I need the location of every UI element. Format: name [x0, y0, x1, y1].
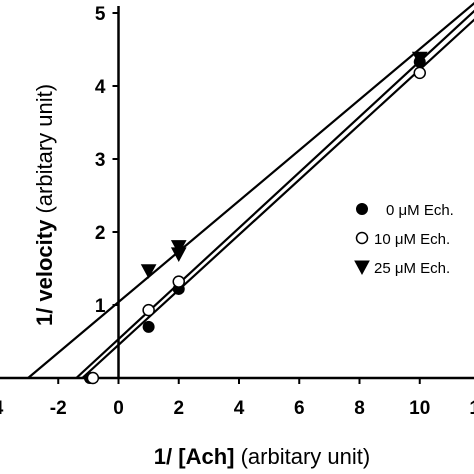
legend-label-series-2: 10 μM Ech.: [374, 231, 450, 248]
legend-marker-series-2: [355, 231, 369, 245]
legend-marker-series-1: [356, 203, 368, 215]
fit-line-series-2: [81, 18, 474, 379]
data-point-series-2: [413, 66, 426, 80]
data-point-series-2: [172, 275, 185, 288]
legend-marker-series-3: [354, 260, 370, 276]
x-tick-label: 6: [294, 398, 305, 419]
data-point-series-3: [170, 247, 187, 262]
y-axis-title: 1/ velocity (arbitary unit): [32, 84, 57, 326]
x-axis-title: 1/ [Ach] (arbitary unit): [154, 444, 370, 469]
x-tick-label: -2: [50, 398, 67, 419]
x-tick-label: 2: [173, 398, 184, 419]
x-tick-label: 12: [469, 398, 474, 419]
legend-label-series-3: 25 μM Ech.: [374, 260, 450, 277]
fit-line-series-3: [27, 2, 474, 379]
x-tick-label: 4: [0, 398, 4, 419]
y-tick-label: 5: [95, 4, 106, 25]
y-tick-label: 1: [95, 296, 106, 317]
data-point-series-3: [411, 51, 428, 67]
x-tick-label: 8: [354, 398, 365, 419]
fit-line-series-1: [75, 9, 474, 379]
y-tick-label: 2: [95, 223, 106, 244]
data-point-series-3: [140, 264, 157, 279]
data-point-series-2: [86, 371, 100, 385]
x-tick-label: 4: [234, 398, 245, 419]
data-point-series-1: [142, 320, 155, 333]
y-axis-title-bold: 1/ velocity: [32, 219, 57, 326]
data-point-series-3: [170, 240, 187, 255]
legend-label-series-1: 0 μM Ech.: [386, 202, 454, 219]
data-point-series-2: [142, 303, 155, 317]
y-tick-label: 4: [95, 77, 106, 98]
x-axis-title-rest: (arbitary unit): [234, 444, 370, 469]
y-axis-title-rest: (arbitary unit): [32, 84, 57, 220]
legend: 0 μM Ech. 10 μM Ech. 25 μM Ech.: [354, 202, 454, 277]
x-tick-label: 0: [113, 398, 124, 419]
x-tick-label: 10: [409, 398, 430, 419]
y-tick-label: 3: [95, 150, 106, 171]
x-axis-title-bold: 1/ [Ach]: [154, 444, 235, 469]
